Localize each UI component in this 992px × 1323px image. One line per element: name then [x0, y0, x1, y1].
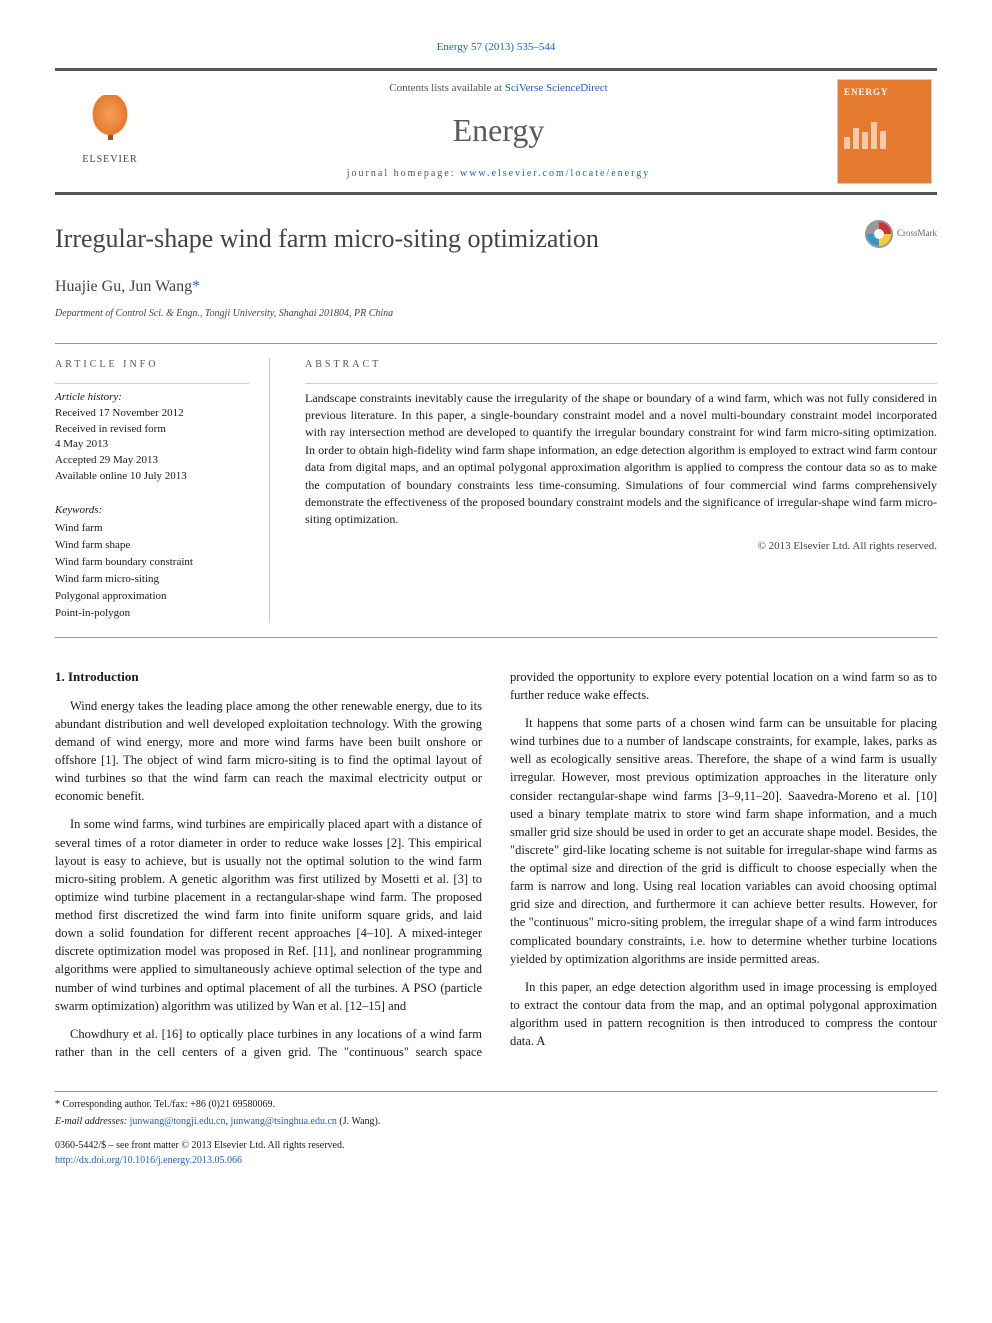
cover-thumb-bars-icon [844, 119, 925, 149]
journal-cover-thumb: ENERGY [837, 79, 932, 184]
header-center: Contents lists available at SciVerse Sci… [165, 71, 832, 192]
email-suffix: (J. Wang). [339, 1116, 380, 1127]
body-paragraph: It happens that some parts of a chosen w… [510, 714, 937, 968]
page-footer: * Corresponding author. Tel./fax: +86 (0… [55, 1091, 937, 1168]
email-link-1[interactable]: junwang@tongji.edu.cn [130, 1116, 226, 1127]
keyword: Wind farm shape [55, 538, 249, 554]
homepage-link[interactable]: www.elsevier.com/locate/energy [460, 168, 650, 179]
corresponding-marker: * [192, 278, 200, 295]
email-link-2[interactable]: junwang@tsinghua.edu.cn [230, 1116, 336, 1127]
accepted-date: Accepted 29 May 2013 [55, 453, 249, 469]
abstract-copyright: © 2013 Elsevier Ltd. All rights reserved… [305, 539, 937, 555]
body-paragraph: In this paper, an edge detection algorit… [510, 978, 937, 1051]
crossmark-badge[interactable]: CrossMark [865, 220, 937, 248]
elsevier-tree-icon [80, 95, 140, 150]
abstract-heading: ABSTRACT [305, 358, 937, 373]
article-info-column: ARTICLE INFO Article history: Received 1… [55, 358, 270, 623]
email-note: E-mail addresses: junwang@tongji.edu.cn,… [55, 1115, 937, 1130]
abstract-column: ABSTRACT Landscape constraints inevitabl… [300, 358, 937, 623]
email-label: E-mail addresses: [55, 1116, 127, 1127]
publisher-logo-block: ELSEVIER [55, 71, 165, 192]
journal-ref-link[interactable]: Energy 57 (2013) 535–544 [437, 41, 556, 53]
keywords-label: Keywords: [55, 503, 249, 519]
homepage-prefix: journal homepage: [347, 168, 460, 179]
author-names: Huajie Gu, Jun Wang [55, 278, 192, 295]
contents-prefix: Contents lists available at [389, 82, 504, 94]
online-date: Available online 10 July 2013 [55, 469, 249, 485]
article-history: Article history: Received 17 November 20… [55, 383, 249, 486]
body-paragraph: Wind energy takes the leading place amon… [55, 697, 482, 806]
keyword: Wind farm micro-siting [55, 572, 249, 588]
keyword: Polygonal approximation [55, 589, 249, 605]
homepage-line: journal homepage: www.elsevier.com/locat… [347, 167, 650, 182]
front-matter-line: 0360-5442/$ – see front matter © 2013 El… [55, 1139, 937, 1154]
crossmark-label: CrossMark [897, 227, 937, 240]
doi-link[interactable]: http://dx.doi.org/10.1016/j.energy.2013.… [55, 1155, 242, 1166]
affiliation: Department of Control Sci. & Engn., Tong… [55, 307, 937, 322]
section-heading-intro: 1. Introduction [55, 668, 482, 687]
corresponding-author-note: * Corresponding author. Tel./fax: +86 (0… [55, 1098, 937, 1113]
keyword: Wind farm [55, 521, 249, 537]
keyword: Point-in-polygon [55, 606, 249, 622]
received-date: Received 17 November 2012 [55, 406, 249, 422]
journal-reference: Energy 57 (2013) 535–544 [55, 40, 937, 56]
contents-available-line: Contents lists available at SciVerse Sci… [389, 81, 607, 97]
abstract-text: Landscape constraints inevitably cause t… [305, 390, 937, 529]
revised-label: Received in revised form [55, 422, 249, 438]
body-text: 1. Introduction Wind energy takes the le… [55, 668, 937, 1061]
publisher-name: ELSEVIER [82, 153, 137, 168]
article-title: Irregular-shape wind farm micro-siting o… [55, 220, 865, 258]
sciencedirect-link[interactable]: SciVerse ScienceDirect [505, 82, 608, 94]
history-label: Article history: [55, 390, 249, 406]
keywords-block: Keywords: Wind farm Wind farm shape Wind… [55, 503, 249, 622]
authors-line: Huajie Gu, Jun Wang* [55, 275, 937, 298]
revised-date: 4 May 2013 [55, 437, 249, 453]
keyword: Wind farm boundary constraint [55, 555, 249, 571]
body-paragraph: In some wind farms, wind turbines are em… [55, 815, 482, 1014]
crossmark-icon [865, 220, 893, 248]
article-info-heading: ARTICLE INFO [55, 358, 249, 373]
journal-header: ELSEVIER Contents lists available at Sci… [55, 68, 937, 195]
journal-name: Energy [453, 107, 545, 153]
info-abstract-row: ARTICLE INFO Article history: Received 1… [55, 343, 937, 638]
cover-thumb-title: ENERGY [844, 86, 925, 99]
